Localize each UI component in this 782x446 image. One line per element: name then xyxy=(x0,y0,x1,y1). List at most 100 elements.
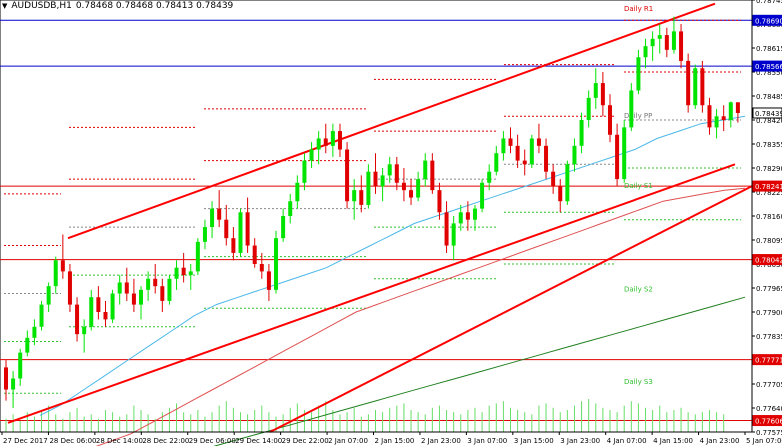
time-tick-label: 28 Dec 14:00 xyxy=(96,437,143,445)
channel-line-0 xyxy=(67,2,716,240)
candle-body xyxy=(103,312,108,320)
time-tick-label: 4 Jan 07:00 xyxy=(607,437,647,445)
candle-body xyxy=(721,116,726,120)
price-label-box xyxy=(752,254,782,266)
candle-body xyxy=(586,97,591,120)
price-label-box xyxy=(752,14,782,26)
candle-body xyxy=(188,271,193,276)
candle-body xyxy=(302,160,307,183)
candle-body xyxy=(96,297,101,312)
candle-body xyxy=(4,367,8,390)
candle-body xyxy=(572,145,577,165)
price-axis: 0.787450.786800.786150.785500.784850.784… xyxy=(751,0,782,446)
time-tick-label: 29 Dec 22:00 xyxy=(282,437,329,445)
price-label-text: 0.78566 xyxy=(755,63,782,71)
time-tick-label: 5 Jan 07:00 xyxy=(746,437,782,445)
candle-body xyxy=(494,153,499,172)
symbol-label: AUDUSDB,H1 xyxy=(11,1,72,11)
candle-body xyxy=(593,83,598,98)
pivot-label: Daily R1 xyxy=(624,5,653,13)
candle-body xyxy=(60,260,65,272)
time-tick-label: 4 Jan 15:00 xyxy=(653,437,693,445)
candle-body xyxy=(707,105,712,128)
candle-body xyxy=(544,145,549,172)
price-tick-label: 0.78485 xyxy=(756,93,782,101)
candle-body xyxy=(217,208,222,220)
candle-body xyxy=(401,182,406,191)
candle-body xyxy=(444,212,449,246)
candle-body xyxy=(636,57,641,91)
candle-body xyxy=(195,241,200,272)
candle-body xyxy=(39,304,44,327)
time-tick-label: 3 Jan 23:00 xyxy=(560,437,600,445)
candle-body xyxy=(714,116,719,128)
candle-body xyxy=(32,326,37,338)
candle-body xyxy=(359,190,364,205)
candle-body xyxy=(181,267,186,276)
candle-body xyxy=(387,164,392,176)
candle-body xyxy=(416,179,421,198)
price-tick-label: 0.78615 xyxy=(756,45,782,53)
candle-body xyxy=(53,260,58,287)
pivot-label: Daily S2 xyxy=(624,286,653,294)
price-label-text: 0.78042 xyxy=(755,257,782,265)
candle-body xyxy=(423,160,428,180)
candle-body xyxy=(323,138,328,146)
chart-title-bar: ▼ AUDUSDB,H1 0.78468 0.78468 0.78413 0.7… xyxy=(2,1,233,11)
ma-slow-line xyxy=(213,296,746,446)
candle-body xyxy=(373,171,378,187)
price-axis-bg xyxy=(752,0,782,446)
candle-body xyxy=(487,171,492,183)
candle-body xyxy=(458,212,463,224)
candle-body xyxy=(266,271,271,290)
candle-body xyxy=(224,219,229,239)
time-tick-label: 3 Jan 07:00 xyxy=(467,437,507,445)
time-tick-label: 27 Dec 2017 xyxy=(3,437,48,445)
candle-body xyxy=(579,120,584,146)
candle-body xyxy=(110,293,115,320)
candle-body xyxy=(607,105,612,135)
candle-body xyxy=(671,31,676,50)
price-label-box xyxy=(752,60,782,72)
candle-body xyxy=(167,278,172,301)
candles xyxy=(4,16,740,408)
ma-fast-line xyxy=(39,115,746,416)
candle-body xyxy=(295,182,300,202)
candle-body xyxy=(522,160,527,165)
candle-body xyxy=(529,138,534,165)
ohlc-readout: 0.78468 0.78468 0.78413 0.78439 xyxy=(75,1,234,11)
candle-body xyxy=(650,38,655,47)
time-tick-label: 2 Jan 15:00 xyxy=(375,437,415,445)
price-label-box xyxy=(752,107,782,119)
price-label-text: 0.77606 xyxy=(755,418,782,426)
candle-body xyxy=(25,337,30,353)
candle-body xyxy=(75,304,80,335)
channel-line-2 xyxy=(269,185,753,433)
candle-body xyxy=(615,134,620,180)
time-tick-label: 28 Dec 06:00 xyxy=(49,437,96,445)
candle-body xyxy=(515,145,520,161)
candle-body xyxy=(430,160,435,191)
candle-body xyxy=(274,238,279,290)
volume-bars xyxy=(5,399,725,432)
candle-body xyxy=(565,164,570,202)
dropdown-triangle-icon[interactable]: ▼ xyxy=(2,2,8,10)
candle-body xyxy=(131,293,136,305)
trend-channel[interactable] xyxy=(7,2,753,433)
candle-body xyxy=(245,212,250,246)
candle-body xyxy=(629,90,634,128)
candle-body xyxy=(231,238,236,253)
pivot-label: Daily S1 xyxy=(624,182,653,190)
candle-body xyxy=(352,190,357,202)
time-tick-label: 4 Jan 23:00 xyxy=(700,437,740,445)
candle-body xyxy=(728,102,733,120)
candle-body xyxy=(46,286,51,305)
candle-body xyxy=(153,278,158,287)
candle-body xyxy=(288,201,293,216)
candle-body xyxy=(139,289,144,305)
